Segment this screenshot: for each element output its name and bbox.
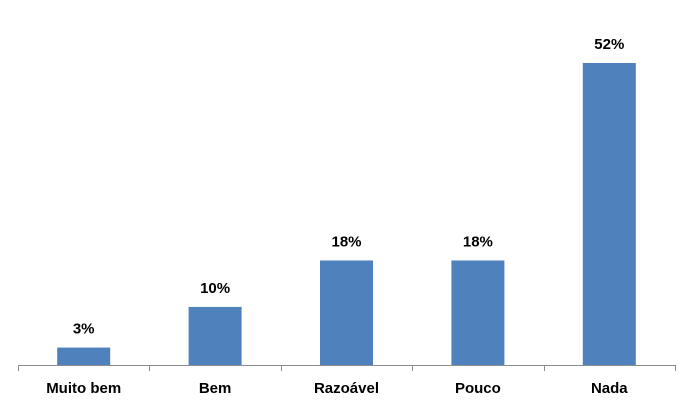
category-label: Nada <box>591 380 628 397</box>
bar-nada <box>582 63 636 365</box>
bar-muito-bem <box>57 347 111 365</box>
data-label: 18% <box>331 233 361 250</box>
category-labels-group: Muito bem Bem Razoável Pouco Nada <box>46 380 628 397</box>
x-axis-ticks <box>18 365 676 371</box>
data-label: 10% <box>200 280 230 297</box>
category-label: Pouco <box>455 380 501 397</box>
category-label: Razoável <box>314 380 379 397</box>
bars-group <box>57 63 636 365</box>
bar-pouco <box>451 260 505 365</box>
bar-bem <box>188 306 242 365</box>
category-label: Muito bem <box>46 380 121 397</box>
data-label: 52% <box>594 36 624 53</box>
data-label: 3% <box>73 321 95 338</box>
bar-razo-vel <box>320 260 373 365</box>
data-labels-group: 3% 10% 18% 18% 52% <box>73 36 624 338</box>
data-label: 18% <box>463 233 493 250</box>
category-label: Bem <box>199 380 232 397</box>
